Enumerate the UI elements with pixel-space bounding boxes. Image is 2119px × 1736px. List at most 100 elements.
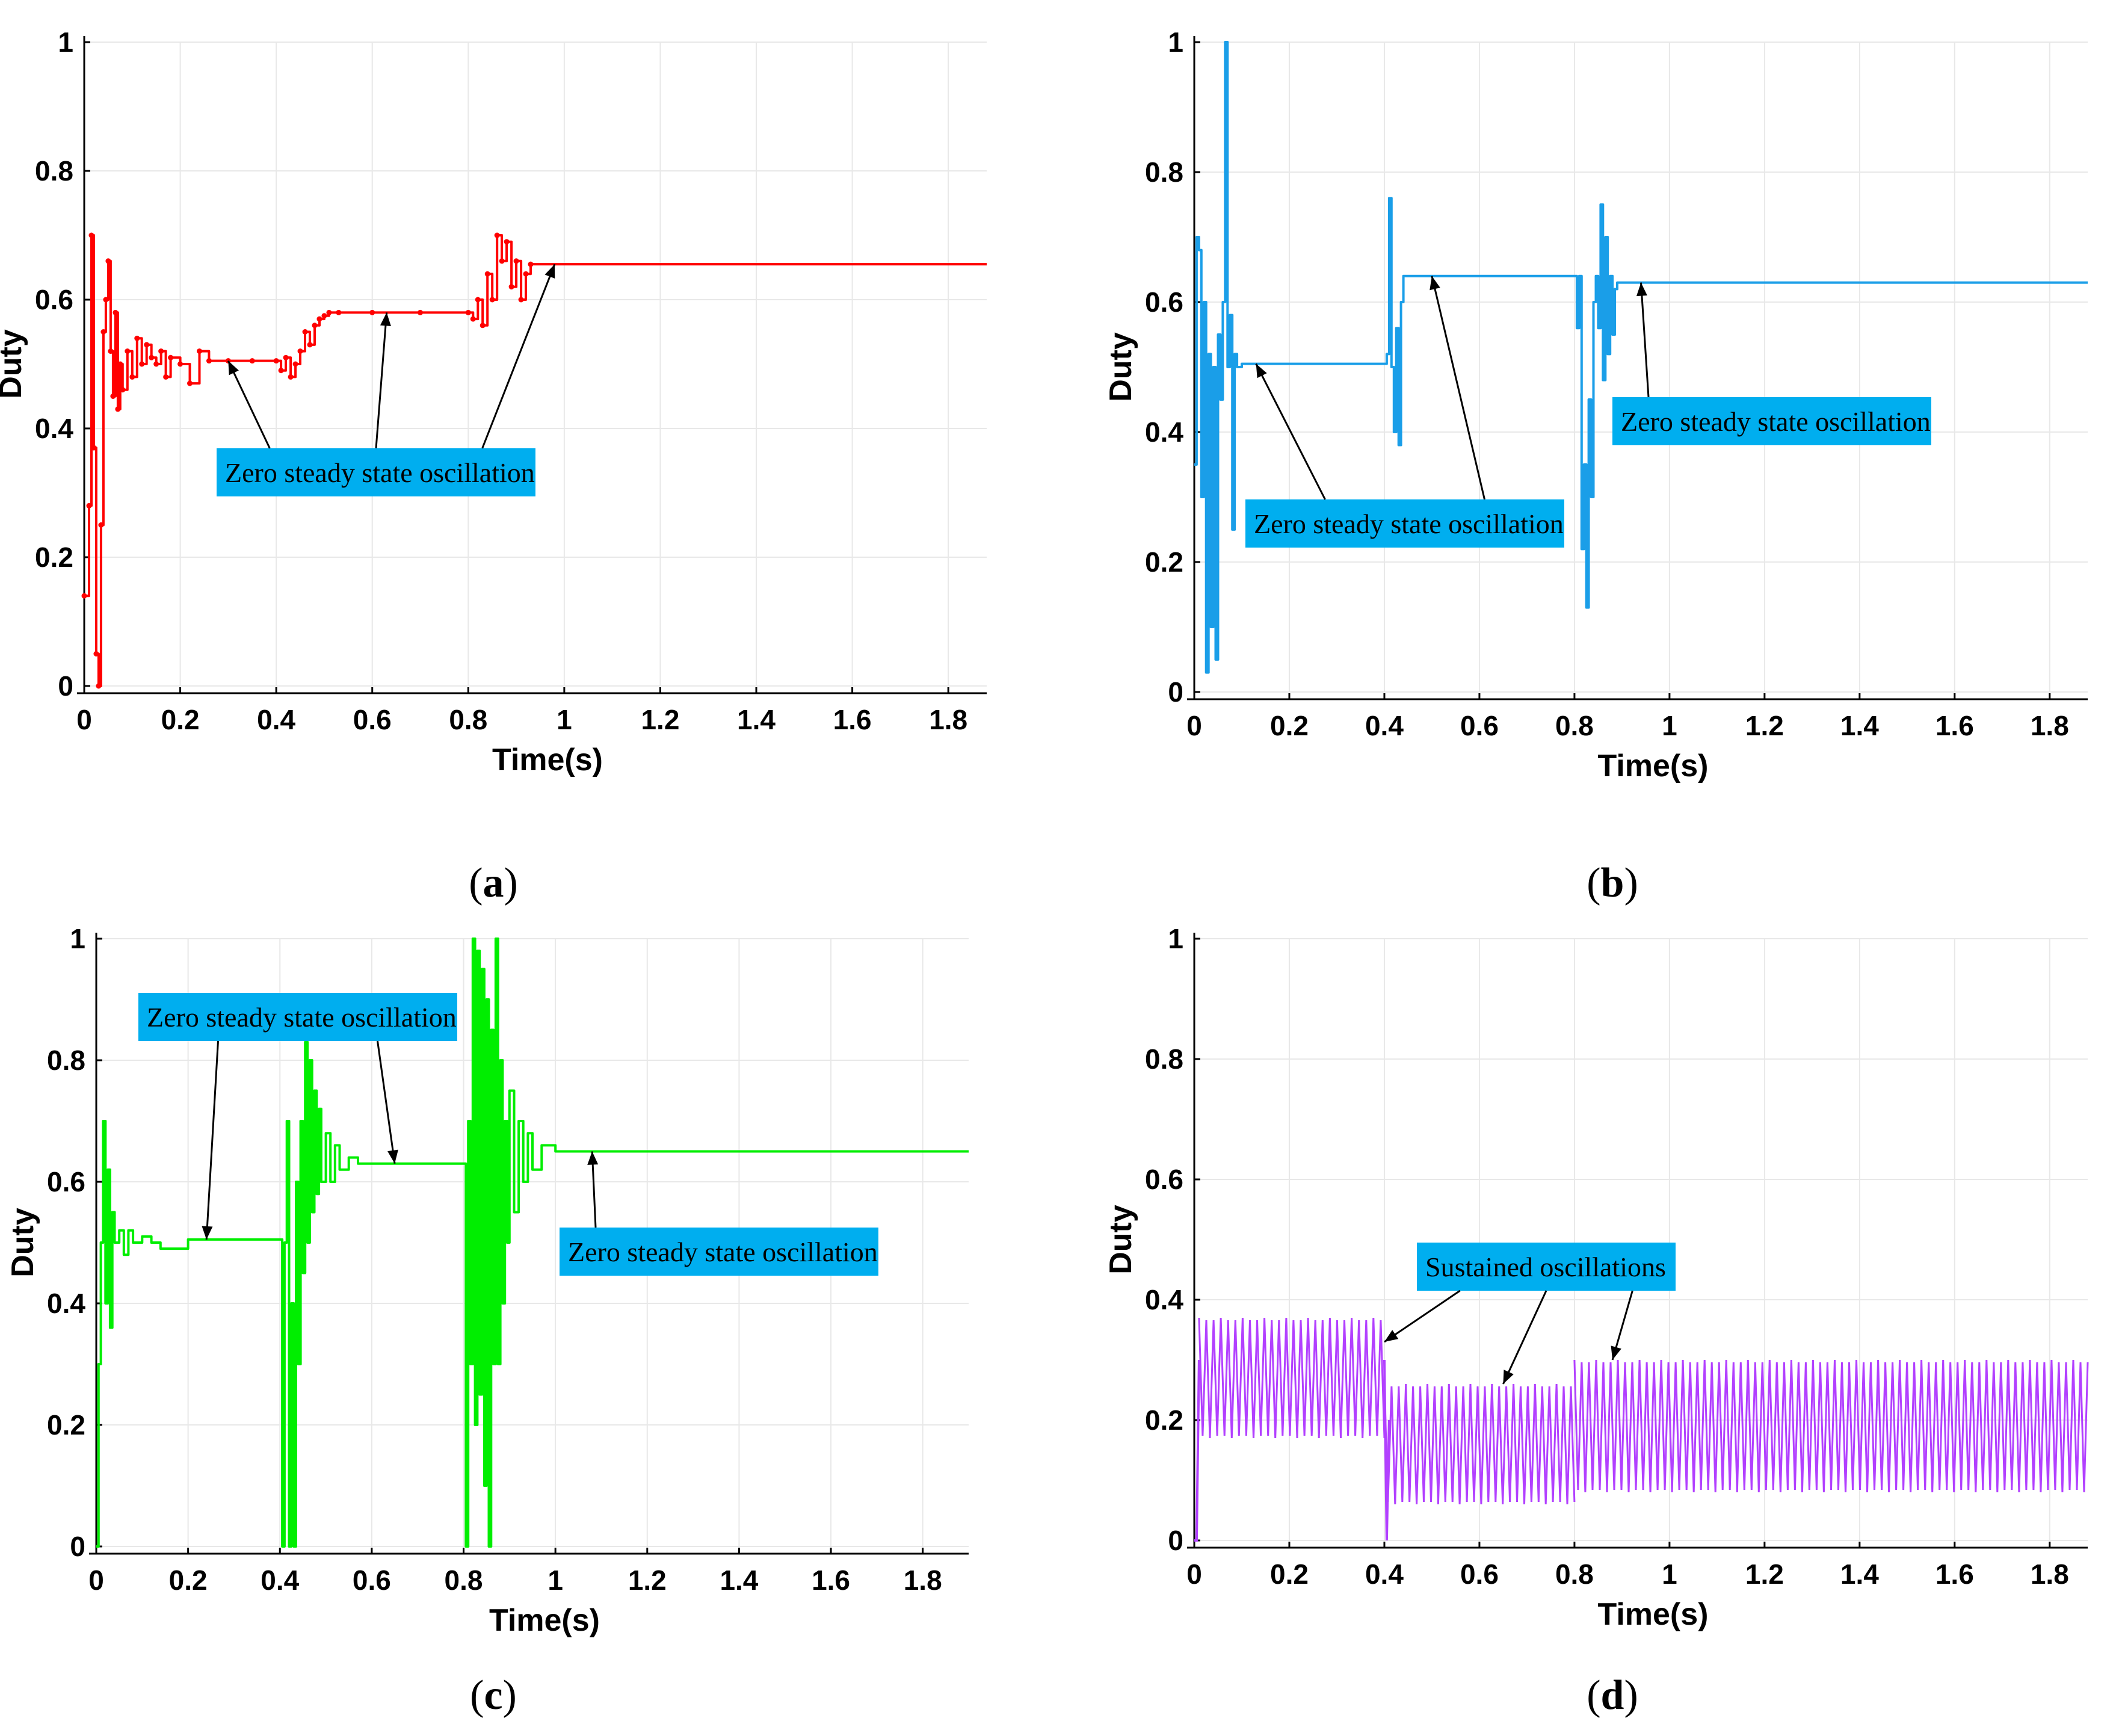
annotation-box	[1612, 397, 1931, 445]
data-point	[336, 309, 342, 315]
x-tick-label: 1.6	[812, 1565, 850, 1596]
y-tick-label: 0	[1168, 676, 1183, 708]
arrow-head	[228, 360, 239, 375]
data-point	[508, 284, 514, 290]
data-point	[475, 297, 481, 303]
data-point	[470, 316, 476, 322]
panel-caption: (a)	[469, 860, 518, 906]
y-tick-label: 0	[70, 1531, 85, 1562]
x-tick-label: 0	[76, 704, 92, 735]
x-tick-label: 1.2	[628, 1565, 667, 1596]
data-point	[418, 309, 424, 315]
arrow-head	[202, 1226, 213, 1240]
panel-caption: (c)	[470, 1672, 517, 1719]
annotation-box	[1245, 499, 1564, 548]
oscillation-band-2	[1383, 1383, 1576, 1505]
x-tick-label: 0.4	[1365, 1558, 1404, 1590]
x-tick-label: 1.8	[2031, 710, 2069, 741]
x-tick-label: 1	[1662, 710, 1677, 741]
x-tick-label: 0.6	[353, 704, 392, 735]
x-tick-label: 0.8	[449, 704, 487, 735]
data-point	[91, 445, 97, 451]
y-tick-label: 1	[70, 923, 85, 954]
x-tick-label: 1.6	[833, 704, 872, 735]
panels: 0 0.2 0.4 0.6 0.8 1 1.2 1.4 1.6 1.8 0 0.2 0.4 0.6 0.8 1…	[0, 26, 2089, 1719]
chart-panel-c: 0 0.2 0.4 0.6 0.8 1 1.2 1.4 1.6 1.8 0 0.2 0.4 0.6 0.8 1…	[5, 923, 969, 1719]
data-point	[163, 374, 169, 380]
data-point	[129, 374, 135, 380]
data-point	[206, 358, 212, 364]
y-tick-label: 0.8	[35, 155, 73, 187]
x-tick-label: 0.2	[1270, 1558, 1309, 1590]
x-tick-label: 1.2	[1745, 710, 1784, 741]
x-tick-label: 0.8	[1555, 710, 1594, 741]
arrow-head	[1384, 1330, 1399, 1342]
x-tick-label: 0	[1186, 1558, 1202, 1590]
x-tick-label: 1	[557, 704, 572, 735]
annotation-arrow	[1431, 276, 1485, 500]
data-point	[292, 361, 298, 367]
y-tick-label: 0.8	[1145, 1043, 1183, 1075]
y-tick-label: 0	[58, 670, 73, 702]
transition-trace	[1383, 1359, 1390, 1541]
arrow-head	[387, 1149, 398, 1164]
x-tick-label: 0.4	[261, 1565, 299, 1596]
x-axis-label: Time(s)	[492, 743, 603, 777]
x-tick-label: 1.4	[720, 1565, 758, 1596]
data-point	[326, 309, 332, 315]
data-point	[125, 348, 131, 354]
x-tick-label: 1.8	[904, 1565, 942, 1596]
data-point	[499, 258, 505, 264]
annotation-arrow	[1384, 1290, 1461, 1343]
data-point	[297, 348, 303, 354]
x-tick-label: 1.4	[1840, 710, 1879, 741]
y-axis-label: Duty	[0, 329, 28, 399]
arrow-head	[380, 312, 391, 327]
y-tick-label: 0.2	[1145, 546, 1183, 578]
annotation-arrow	[481, 264, 556, 449]
x-tick-label: 0	[1186, 710, 1202, 741]
arrow-head	[1256, 363, 1267, 378]
y-tick-label: 0.4	[47, 1288, 85, 1319]
annotation-arrow	[205, 1040, 219, 1240]
y-tick-label: 0.4	[35, 413, 73, 444]
data-point	[110, 394, 116, 399]
data-point	[480, 323, 486, 329]
data-point	[484, 271, 490, 277]
arrow-head	[1636, 282, 1647, 297]
data-point	[98, 522, 104, 528]
data-point	[518, 297, 524, 303]
x-tick-label: 0.6	[1460, 1558, 1499, 1590]
data-point	[103, 297, 109, 303]
data-point	[321, 313, 327, 319]
arrow-head	[544, 264, 555, 279]
y-tick-label: 1	[1168, 923, 1183, 954]
arrow-head	[1503, 1370, 1514, 1384]
x-tick-label: 0	[88, 1565, 104, 1596]
data-point	[528, 261, 534, 267]
annotation-text: Zero steady state oscillation	[1254, 508, 1564, 539]
data-point	[523, 271, 529, 277]
annotation-arrow	[1255, 363, 1326, 500]
arrow-head	[587, 1151, 599, 1165]
data-point	[283, 354, 289, 360]
data-point	[100, 329, 106, 335]
data-point	[108, 348, 114, 354]
data-point	[113, 309, 119, 315]
annotation-1: Zero steady state oscillation	[138, 993, 457, 1240]
annotation-box	[1417, 1243, 1676, 1291]
x-tick-label: 1.6	[1935, 1558, 1974, 1590]
x-tick-label: 1.6	[1935, 710, 1974, 741]
oscillation-band-1	[1198, 1317, 1386, 1439]
annotation-arrow	[1502, 1290, 1547, 1385]
data-point	[105, 258, 111, 264]
data-point	[489, 297, 495, 303]
panel-caption: (b)	[1587, 860, 1638, 906]
data-point	[144, 342, 150, 348]
x-tick-label: 0.6	[353, 1565, 391, 1596]
y-tick-label: 0.8	[1145, 156, 1183, 188]
band-transitions	[1194, 1359, 1390, 1542]
data-point	[153, 361, 159, 367]
